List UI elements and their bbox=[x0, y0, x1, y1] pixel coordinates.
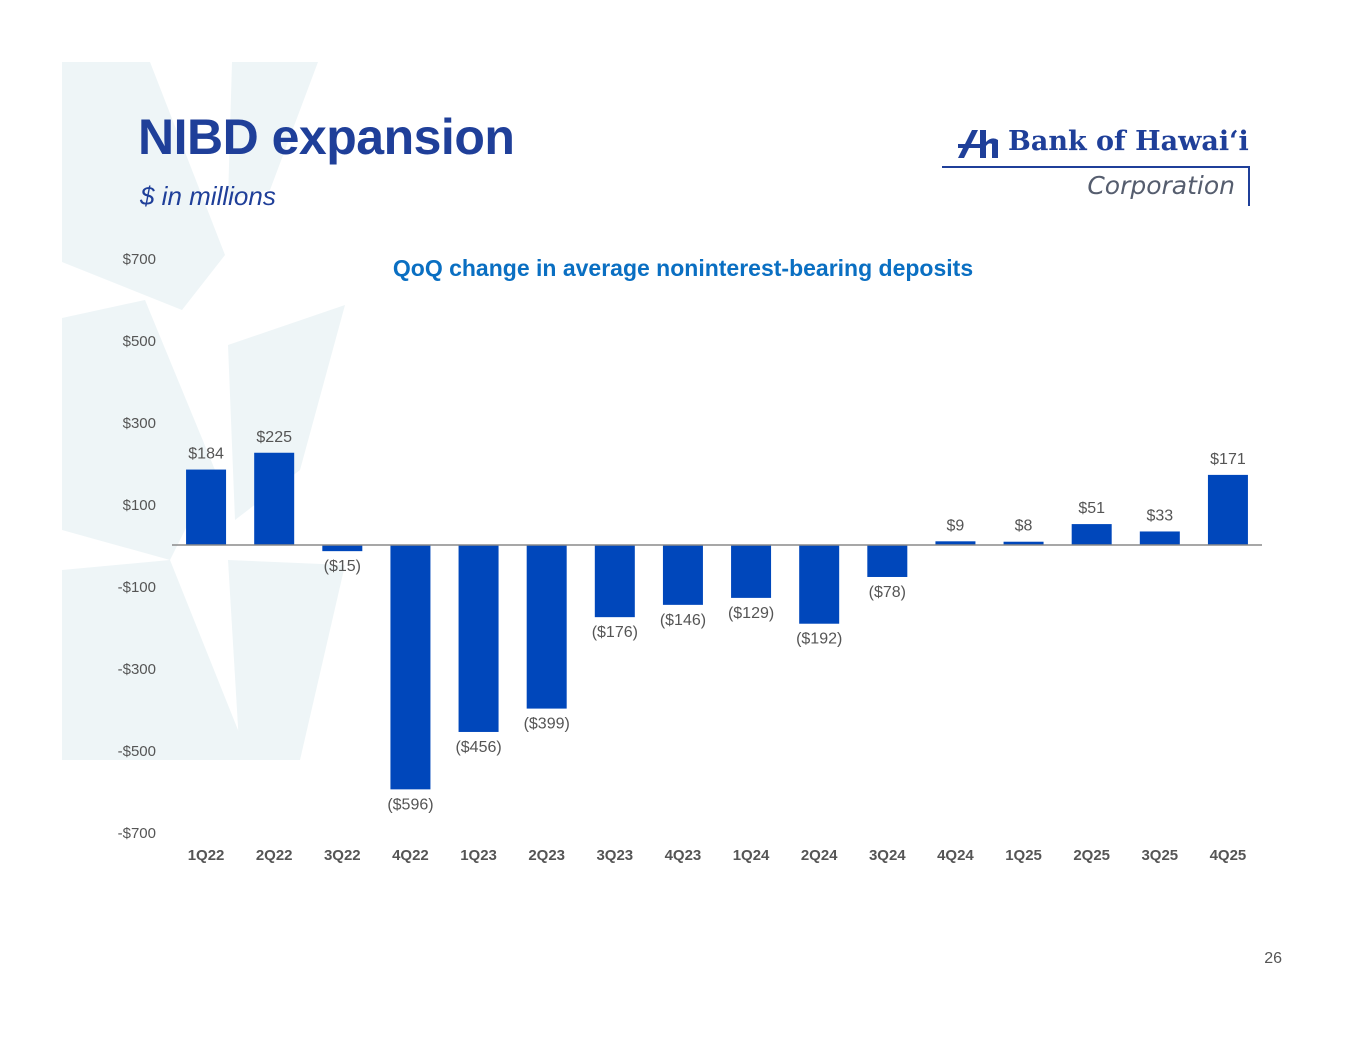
y-tick-label: $700 bbox=[123, 251, 156, 268]
bank-logo-name: Bank of Hawaiʻi bbox=[1008, 126, 1249, 157]
y-tick-label: -$700 bbox=[118, 825, 156, 842]
chart-title: QoQ change in average noninterest-bearin… bbox=[393, 255, 973, 281]
logo-divider-vertical bbox=[1248, 166, 1250, 206]
x-tick-label: 4Q23 bbox=[665, 847, 702, 864]
data-label-3q25: $33 bbox=[1146, 507, 1173, 524]
data-label-2q23: ($399) bbox=[524, 716, 570, 733]
bar-1q24 bbox=[731, 545, 772, 598]
data-label-1q22: $184 bbox=[188, 446, 224, 463]
x-tick-label: 3Q22 bbox=[324, 847, 361, 864]
data-label-1q24: ($129) bbox=[728, 605, 774, 622]
y-tick-label: $500 bbox=[123, 333, 156, 350]
bar-3q22 bbox=[322, 545, 363, 552]
y-tick-label: $300 bbox=[123, 415, 156, 432]
data-label-1q23: ($456) bbox=[455, 739, 501, 756]
bar-series bbox=[186, 452, 1248, 790]
x-tick-label: 4Q25 bbox=[1210, 847, 1247, 864]
bar-4q25 bbox=[1207, 474, 1248, 545]
y-tick-label: -$300 bbox=[118, 661, 156, 678]
bank-logo: Bank of Hawaiʻi Corporation bbox=[940, 118, 1255, 210]
data-label-4q23: ($146) bbox=[660, 612, 706, 629]
x-tick-label: 4Q22 bbox=[392, 847, 429, 864]
x-tick-label: 1Q25 bbox=[1005, 847, 1042, 864]
x-tick-label: 3Q23 bbox=[596, 847, 633, 864]
data-label-2q22: $225 bbox=[256, 429, 292, 446]
x-tick-label: 3Q25 bbox=[1141, 847, 1178, 864]
logo-divider-horizontal bbox=[942, 166, 1250, 168]
x-tick-label: 1Q24 bbox=[733, 847, 770, 864]
bar-2q24 bbox=[799, 545, 840, 624]
bar-3q24 bbox=[867, 545, 908, 577]
x-tick-label: 2Q24 bbox=[801, 847, 838, 864]
x-tick-label: 1Q22 bbox=[188, 847, 225, 864]
x-tick-label: 2Q22 bbox=[256, 847, 293, 864]
y-axis: $700 $500 $300 $100 -$100 -$300 -$500 -$700 bbox=[118, 251, 156, 842]
x-tick-label: 2Q25 bbox=[1073, 847, 1110, 864]
bar-1q22 bbox=[186, 469, 227, 545]
bank-logo-corporation: Corporation bbox=[1087, 171, 1235, 200]
x-tick-label: 2Q23 bbox=[528, 847, 565, 864]
bar-3q23 bbox=[594, 545, 635, 618]
bar-data-labels: $184 $225 ($15) ($596) ($456) ($399) ($176) ($1… bbox=[188, 429, 1246, 814]
data-label-4q25: $171 bbox=[1210, 451, 1246, 468]
bar-3q25 bbox=[1139, 531, 1180, 545]
bar-2q23 bbox=[526, 545, 567, 709]
bank-logo-icon bbox=[958, 130, 998, 158]
data-label-4q24: $9 bbox=[947, 517, 965, 534]
bar-4q24 bbox=[935, 541, 976, 545]
page-subtitle: $ in millions bbox=[140, 181, 276, 211]
data-label-2q25: $51 bbox=[1078, 500, 1105, 517]
y-tick-label: $100 bbox=[123, 497, 156, 514]
data-label-1q25: $8 bbox=[1015, 518, 1033, 535]
bar-4q22 bbox=[390, 545, 431, 790]
bar-1q25 bbox=[1003, 541, 1044, 545]
bar-2q25 bbox=[1071, 524, 1112, 545]
page-number: 26 bbox=[1264, 950, 1282, 967]
y-tick-label: -$100 bbox=[118, 579, 156, 596]
data-label-3q22: ($15) bbox=[324, 558, 361, 575]
data-label-3q24: ($78) bbox=[869, 584, 906, 601]
bar-2q22 bbox=[254, 452, 295, 545]
data-label-4q22: ($596) bbox=[387, 796, 433, 813]
bar-4q23 bbox=[662, 545, 703, 605]
bar-1q23 bbox=[458, 545, 499, 732]
x-tick-label: 3Q24 bbox=[869, 847, 906, 864]
y-tick-label: -$500 bbox=[118, 743, 156, 760]
data-label-2q24: ($192) bbox=[796, 631, 842, 648]
x-tick-label: 4Q24 bbox=[937, 847, 974, 864]
x-tick-label: 1Q23 bbox=[460, 847, 497, 864]
data-label-3q23: ($176) bbox=[592, 624, 638, 641]
page-title: NIBD expansion bbox=[138, 109, 515, 165]
x-axis: 1Q22 2Q22 3Q22 4Q22 1Q23 2Q23 3Q23 4Q23 1Q24 2Q24… bbox=[172, 544, 1262, 864]
